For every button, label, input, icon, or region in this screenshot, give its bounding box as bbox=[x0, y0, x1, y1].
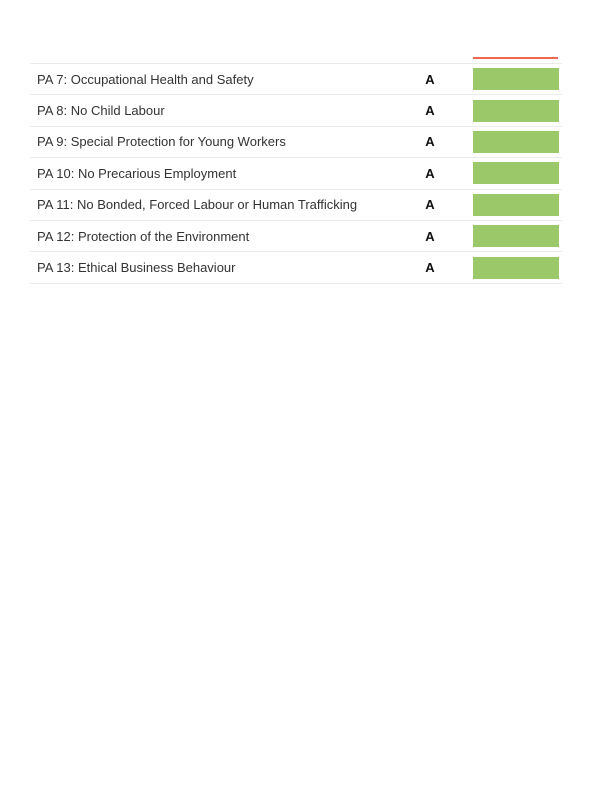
rating-bar-cell bbox=[473, 193, 559, 216]
rating-value: A bbox=[425, 228, 435, 244]
rating-bar bbox=[473, 130, 559, 153]
pa-label: PA 9: Special Protection for Young Worke… bbox=[37, 134, 286, 150]
table-row: PA 10: No Precarious Employment A bbox=[30, 158, 562, 190]
table-row: PA 9: Special Protection for Young Worke… bbox=[30, 127, 562, 159]
rating-bar-cell bbox=[473, 130, 559, 153]
table-row: PA 11: No Bonded, Forced Labour or Human… bbox=[30, 190, 562, 221]
rating-bar bbox=[473, 225, 559, 248]
rating-value: A bbox=[425, 103, 435, 119]
rating-bar-cell bbox=[473, 99, 559, 122]
rating-bar bbox=[473, 99, 559, 122]
rating-bar bbox=[473, 162, 559, 185]
bar-column-accent-line bbox=[473, 57, 558, 59]
rating-value: A bbox=[425, 134, 435, 150]
pa-label: PA 8: No Child Labour bbox=[37, 103, 165, 119]
table-row: PA 13: Ethical Business Behaviour A bbox=[30, 252, 562, 284]
rating-value: A bbox=[425, 71, 435, 87]
rating-bar bbox=[473, 193, 559, 216]
rating-value: A bbox=[425, 165, 435, 181]
rating-value: A bbox=[425, 197, 435, 213]
pa-label: PA 7: Occupational Health and Safety bbox=[37, 71, 254, 87]
pa-label: PA 13: Ethical Business Behaviour bbox=[37, 260, 236, 276]
rating-value: A bbox=[425, 260, 435, 276]
rating-bar-cell bbox=[473, 68, 559, 91]
rating-bar bbox=[473, 256, 559, 279]
table-row: PA 7: Occupational Health and Safety A bbox=[30, 64, 562, 96]
rating-bar-cell bbox=[473, 256, 559, 279]
performance-areas-table: PA 7: Occupational Health and Safety A P… bbox=[30, 63, 562, 284]
table-row: PA 8: No Child Labour A bbox=[30, 95, 562, 127]
rating-bar-cell bbox=[473, 225, 559, 248]
rating-bar bbox=[473, 68, 559, 91]
table-row: PA 12: Protection of the Environment A bbox=[30, 221, 562, 253]
pa-label: PA 12: Protection of the Environment bbox=[37, 228, 250, 244]
rating-bar-cell bbox=[473, 162, 559, 185]
pa-label: PA 10: No Precarious Employment bbox=[37, 165, 237, 181]
pa-label: PA 11: No Bonded, Forced Labour or Human… bbox=[37, 197, 358, 213]
